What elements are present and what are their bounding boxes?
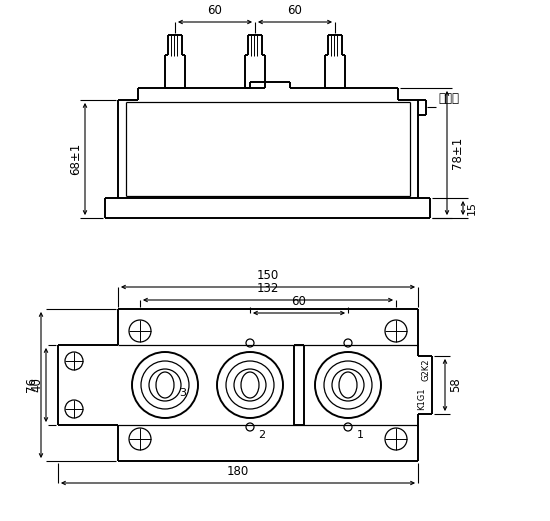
Text: 控制极: 控制极 bbox=[438, 92, 459, 105]
Text: 132: 132 bbox=[257, 282, 279, 295]
Text: 78±1: 78±1 bbox=[451, 137, 464, 169]
Text: 40: 40 bbox=[30, 378, 43, 392]
Text: 60: 60 bbox=[292, 295, 306, 308]
Text: 2: 2 bbox=[258, 430, 266, 440]
Text: 15: 15 bbox=[467, 201, 477, 215]
Text: 180: 180 bbox=[227, 465, 249, 478]
Text: 60: 60 bbox=[207, 4, 222, 17]
Text: 58: 58 bbox=[449, 378, 462, 392]
Text: 1: 1 bbox=[356, 430, 364, 440]
Text: 150: 150 bbox=[257, 269, 279, 282]
Text: G2K2: G2K2 bbox=[421, 359, 431, 381]
Text: 3: 3 bbox=[179, 388, 186, 398]
Text: 68±1: 68±1 bbox=[69, 143, 82, 175]
Text: 60: 60 bbox=[288, 4, 303, 17]
Text: 76: 76 bbox=[25, 378, 38, 392]
Text: K1G1: K1G1 bbox=[417, 388, 426, 410]
